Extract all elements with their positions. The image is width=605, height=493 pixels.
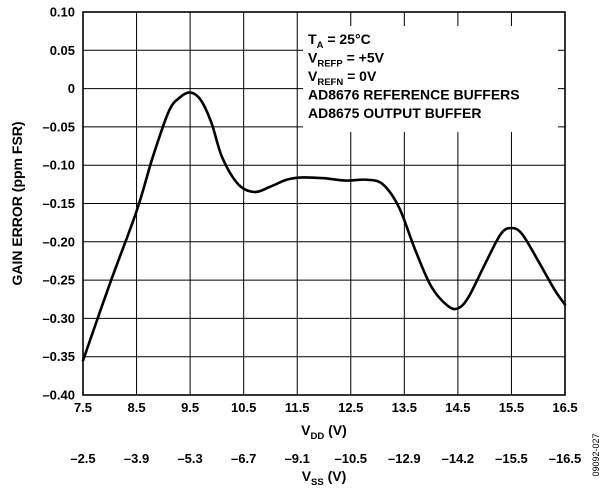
annotation-main: AD8675 OUTPUT BUFFER — [308, 105, 481, 121]
x2-axis-label-main: V — [302, 468, 312, 484]
annotation-subscript: A — [317, 40, 324, 51]
x-tick-label: 11.5 — [285, 400, 310, 415]
y-tick-label: –0.35 — [42, 349, 75, 364]
y-tick-label: –0.40 — [42, 388, 75, 403]
x-axis-label-main: V — [301, 422, 311, 438]
x-tick-label: 14.5 — [445, 400, 470, 415]
annotation-main: V — [308, 68, 318, 84]
x-tick-labels: 7.5 8.5 9.5 10.5 11.5 12.5 13.5 14.5 15.5 16.5 — [74, 400, 578, 415]
y-tick-label: 0.05 — [50, 43, 75, 58]
x2-tick-label: –9.1 — [285, 451, 310, 466]
y-tick-label: 0.10 — [50, 5, 75, 20]
x-tick-label: 12.5 — [338, 400, 363, 415]
annotation-rest: = 0V — [343, 68, 377, 84]
x2-tick-label: –3.9 — [124, 451, 149, 466]
y-tick-label: –0.05 — [42, 119, 75, 134]
y-tick-label: –0.10 — [42, 158, 75, 173]
annotation-subscript: REFN — [317, 77, 343, 88]
x-tick-label: 16.5 — [552, 400, 577, 415]
series-line — [81, 91, 567, 362]
x2-tick-label: –15.5 — [495, 451, 528, 466]
annotation-rest: = +5V — [343, 50, 385, 66]
x-tick-label: 10.5 — [231, 400, 256, 415]
x2-tick-label: –14.2 — [442, 451, 475, 466]
y-tick-label: –0.25 — [42, 273, 75, 288]
x2-tick-label: –6.7 — [231, 451, 256, 466]
y-axis-label: GAIN ERROR (ppm FSR) — [9, 121, 25, 285]
annotation-rest: = 25°C — [323, 31, 370, 47]
annotation-background — [303, 26, 558, 132]
x-tick-label: 9.5 — [181, 400, 199, 415]
annotation-line: AD8676 REFERENCE BUFFERS — [308, 87, 520, 103]
x2-tick-label: –16.5 — [549, 451, 582, 466]
x2-tick-label: –10.5 — [335, 451, 368, 466]
x-tick-label: 13.5 — [392, 400, 417, 415]
x-tick-label: 8.5 — [128, 400, 146, 415]
annotation-main: V — [308, 50, 318, 66]
y-tick-labels: 0.10 0.05 0 –0.05 –0.10 –0.15 –0.20 –0.25 –0.30 –… — [42, 5, 75, 403]
x-axis-label: VDD (V) — [301, 422, 347, 442]
annotation-line: AD8675 OUTPUT BUFFER — [308, 105, 481, 121]
y-tick-label: –0.20 — [42, 234, 75, 249]
x2-axis-label-unit: (V) — [324, 468, 347, 484]
figure-id: 09092-027 — [591, 433, 601, 476]
x-axis-label-sub: DD — [311, 431, 325, 442]
x2-axis-label: VSS (V) — [302, 468, 347, 488]
annotation-main: T — [308, 31, 317, 47]
y-tick-label: –0.15 — [42, 196, 75, 211]
plot-frame — [82, 11, 566, 396]
annotation-line: VREFP = +5V — [308, 50, 385, 70]
y-tick-label: 0 — [68, 81, 75, 96]
x-tick-label: 7.5 — [74, 400, 92, 415]
y-tick-label: –0.30 — [42, 311, 75, 326]
annotation-line: TA = 25°C — [308, 31, 371, 51]
x2-tick-label: –2.5 — [70, 451, 95, 466]
annotation-main: AD8676 REFERENCE BUFFERS — [308, 87, 520, 103]
x2-axis-label-sub: SS — [311, 477, 324, 488]
x2-tick-label: –12.9 — [388, 451, 421, 466]
annotation-subscript: REFP — [317, 59, 343, 70]
annotation-line: VREFN = 0V — [308, 68, 377, 88]
x-tick-label: 15.5 — [499, 400, 524, 415]
x2-tick-label: –5.3 — [177, 451, 202, 466]
x2-tick-labels: –2.5 –3.9 –5.3 –6.7 –9.1 –10.5 –12.9 –14.2 –15.5… — [70, 451, 581, 466]
x-axis-label-unit: (V) — [324, 422, 347, 438]
